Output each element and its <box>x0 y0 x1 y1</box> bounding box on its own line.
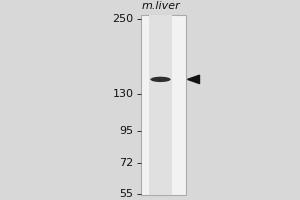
Text: 130: 130 <box>112 89 134 99</box>
Text: 95: 95 <box>119 126 134 136</box>
Text: 250: 250 <box>112 14 134 24</box>
Ellipse shape <box>150 77 171 82</box>
Text: m.liver: m.liver <box>141 1 180 11</box>
Polygon shape <box>188 75 200 84</box>
Text: 72: 72 <box>119 158 134 168</box>
Text: 55: 55 <box>119 189 134 199</box>
Bar <box>141 15 186 195</box>
Bar <box>149 15 172 195</box>
